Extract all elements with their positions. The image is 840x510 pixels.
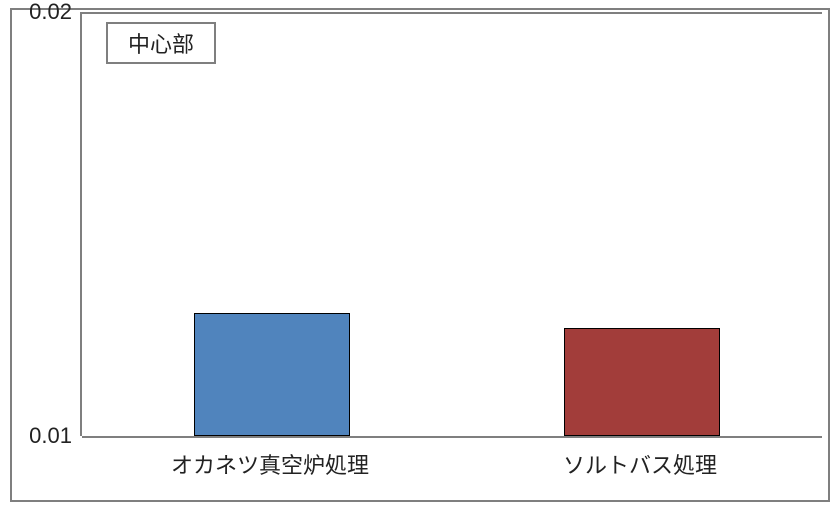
xtick-label: オカネツ真空炉処理 xyxy=(171,448,369,480)
gridline xyxy=(82,436,822,438)
bar-saltbath xyxy=(564,328,720,436)
legend-text: 中心部 xyxy=(128,27,194,59)
plot-area: 中心部 xyxy=(80,12,822,436)
xtick-label: ソルトバス処理 xyxy=(563,448,717,480)
ytick-label: 0.01 xyxy=(0,423,72,449)
bar-okanetsu xyxy=(194,313,350,436)
legend-box: 中心部 xyxy=(106,22,216,64)
ytick-label: 0.02 xyxy=(0,0,72,25)
chart-frame: 中心部 0.01 0.02 オカネツ真空炉処理 ソルトバス処理 xyxy=(0,0,840,510)
gridline xyxy=(82,12,822,14)
